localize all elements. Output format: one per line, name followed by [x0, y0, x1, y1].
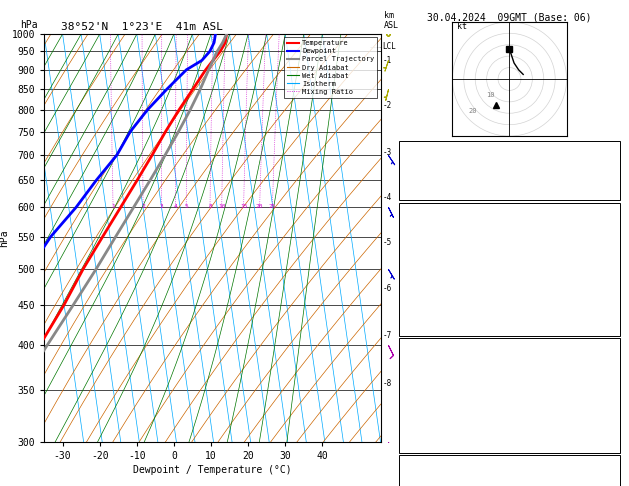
- Text: kt: kt: [457, 22, 467, 31]
- Text: 11.2: 11.2: [595, 243, 616, 252]
- Text: 47: 47: [606, 162, 616, 172]
- Text: -8: -8: [382, 379, 392, 388]
- Text: hPa: hPa: [21, 20, 38, 30]
- Text: LCL: LCL: [382, 42, 396, 52]
- Text: 15: 15: [240, 204, 247, 209]
- Text: 10: 10: [487, 92, 495, 98]
- Text: Surface: Surface: [491, 206, 528, 215]
- Text: 3: 3: [160, 204, 164, 209]
- Text: 1009: 1009: [595, 360, 616, 369]
- Text: PW (cm): PW (cm): [403, 181, 440, 190]
- Text: 20: 20: [469, 108, 477, 114]
- Text: -6: -6: [382, 284, 392, 293]
- Text: -1: -1: [382, 56, 392, 65]
- Text: 26: 26: [606, 415, 616, 424]
- Text: K: K: [403, 144, 408, 153]
- Text: -4: -4: [382, 193, 392, 202]
- Text: 2: 2: [611, 397, 616, 406]
- Text: θᴁ (K): θᴁ (K): [403, 378, 435, 387]
- Text: km
ASL: km ASL: [384, 11, 399, 30]
- X-axis label: Dewpoint / Temperature (°C): Dewpoint / Temperature (°C): [133, 466, 292, 475]
- Text: Hodograph: Hodograph: [486, 458, 533, 468]
- Text: 30.04.2024  09GMT (Base: 06): 30.04.2024 09GMT (Base: 06): [427, 12, 592, 22]
- Text: 1.99: 1.99: [595, 181, 616, 190]
- Text: 9: 9: [611, 316, 616, 326]
- Text: 20: 20: [256, 204, 264, 209]
- Text: -3: -3: [382, 148, 392, 157]
- Text: -2: -2: [382, 101, 392, 110]
- Text: 5: 5: [184, 204, 188, 209]
- Text: 26: 26: [606, 298, 616, 307]
- Text: -7: -7: [382, 331, 392, 340]
- Text: 2: 2: [611, 279, 616, 289]
- Text: EH: EH: [403, 477, 413, 486]
- Text: Most Unstable: Most Unstable: [474, 341, 545, 350]
- Y-axis label: hPa: hPa: [0, 229, 9, 247]
- Text: CAPE (J): CAPE (J): [403, 298, 445, 307]
- Text: -5: -5: [382, 239, 392, 247]
- Legend: Temperature, Dewpoint, Parcel Trajectory, Dry Adiabat, Wet Adiabat, Isotherm, Mi: Temperature, Dewpoint, Parcel Trajectory…: [284, 37, 377, 98]
- Text: © weatheronline.co.uk: © weatheronline.co.uk: [461, 472, 558, 481]
- Text: CIN (J): CIN (J): [403, 316, 440, 326]
- Text: 309: 309: [600, 378, 616, 387]
- Text: 9: 9: [611, 434, 616, 443]
- Text: 1: 1: [111, 204, 115, 209]
- Text: 14.2: 14.2: [595, 224, 616, 233]
- Text: Lifted Index: Lifted Index: [403, 279, 467, 289]
- Text: Pressure (mb): Pressure (mb): [403, 360, 472, 369]
- Text: 309: 309: [600, 261, 616, 270]
- Text: 8: 8: [208, 204, 212, 209]
- Text: Lifted Index: Lifted Index: [403, 397, 467, 406]
- Text: -1: -1: [606, 477, 616, 486]
- Text: 38°52'N  1°23'E  41m ASL: 38°52'N 1°23'E 41m ASL: [61, 22, 223, 32]
- Text: CIN (J): CIN (J): [403, 434, 440, 443]
- Text: 2: 2: [142, 204, 145, 209]
- Text: θᴁ(K): θᴁ(K): [403, 261, 430, 270]
- Text: CAPE (J): CAPE (J): [403, 415, 445, 424]
- Text: Dewp (°C): Dewp (°C): [403, 243, 451, 252]
- Text: Totals Totals: Totals Totals: [403, 162, 472, 172]
- Text: 23: 23: [606, 144, 616, 153]
- Text: 10: 10: [218, 204, 225, 209]
- Text: 25: 25: [269, 204, 276, 209]
- Text: Temp (°C): Temp (°C): [403, 224, 451, 233]
- Text: 4: 4: [174, 204, 177, 209]
